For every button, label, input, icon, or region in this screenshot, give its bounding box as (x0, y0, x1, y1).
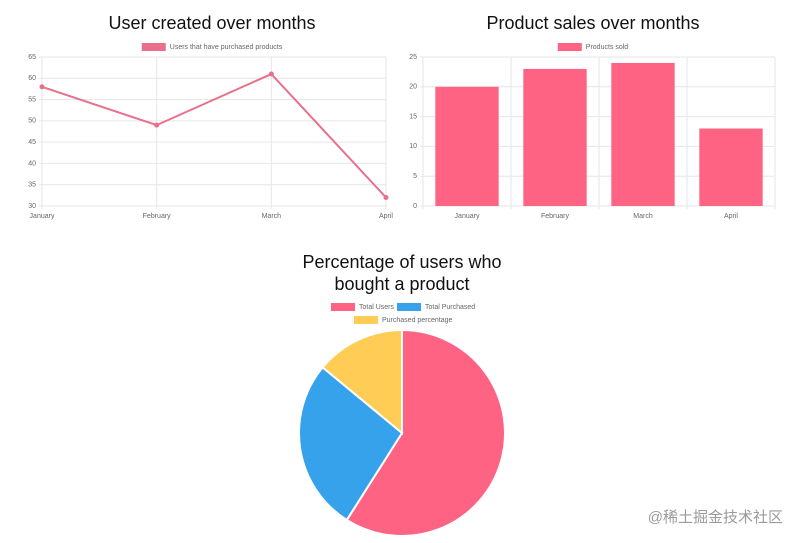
line (41, 72, 387, 199)
bar (611, 62, 675, 207)
x-tick-label: March (262, 213, 282, 220)
y-tick-label: 40 (28, 160, 36, 167)
legend-label: Products sold (586, 44, 629, 51)
pie-slice (298, 365, 404, 522)
legend-swatch (141, 43, 166, 51)
y-tick-label: 10 (409, 143, 417, 150)
bar (699, 128, 763, 206)
legend-swatch (557, 43, 582, 51)
y-tick-label: 20 (409, 84, 417, 91)
x-tick-label: February (541, 213, 570, 220)
point (383, 194, 389, 200)
y-tick-label: 15 (409, 113, 417, 120)
y-tick-label: 65 (28, 54, 36, 61)
y-tick-label: 30 (28, 203, 36, 210)
chart-title: Percentage of users who bought a product (302, 252, 502, 294)
x-tick-label: March (633, 213, 653, 220)
y-tick-label: 25 (409, 54, 417, 61)
chart-title: Product sales over months (486, 13, 699, 33)
y-tick-label: 35 (28, 182, 36, 189)
y-tick-label: 5 (413, 173, 417, 180)
pie-slice (345, 328, 506, 537)
y-tick-label: 60 (28, 75, 36, 82)
legend-swatch (331, 303, 355, 311)
x-tick-label: January (455, 213, 480, 220)
x-tick-label: April (724, 213, 738, 220)
point (268, 71, 274, 77)
bar (523, 68, 587, 206)
point (39, 84, 45, 90)
chart-title: User created over months (108, 13, 315, 33)
y-tick-label: 45 (28, 139, 36, 146)
pie-slice (321, 328, 403, 436)
legend-label: Total Users (359, 304, 395, 311)
legend-label: Users that have purchased products (170, 44, 283, 51)
legend-swatch (354, 316, 378, 324)
watermark: @稀土掘金技术社区 (648, 509, 783, 526)
x-tick-label: January (30, 213, 55, 220)
bar (435, 86, 499, 206)
y-tick-label: 55 (28, 96, 36, 103)
y-tick-label: 50 (28, 118, 36, 125)
legend-swatch (397, 303, 421, 311)
y-tick-label: 0 (413, 203, 417, 210)
x-tick-label: February (143, 213, 172, 220)
point (154, 122, 160, 128)
x-tick-label: April (379, 213, 393, 220)
legend-label: Purchased percentage (382, 317, 453, 324)
legend-label: Total Purchased (425, 304, 475, 311)
